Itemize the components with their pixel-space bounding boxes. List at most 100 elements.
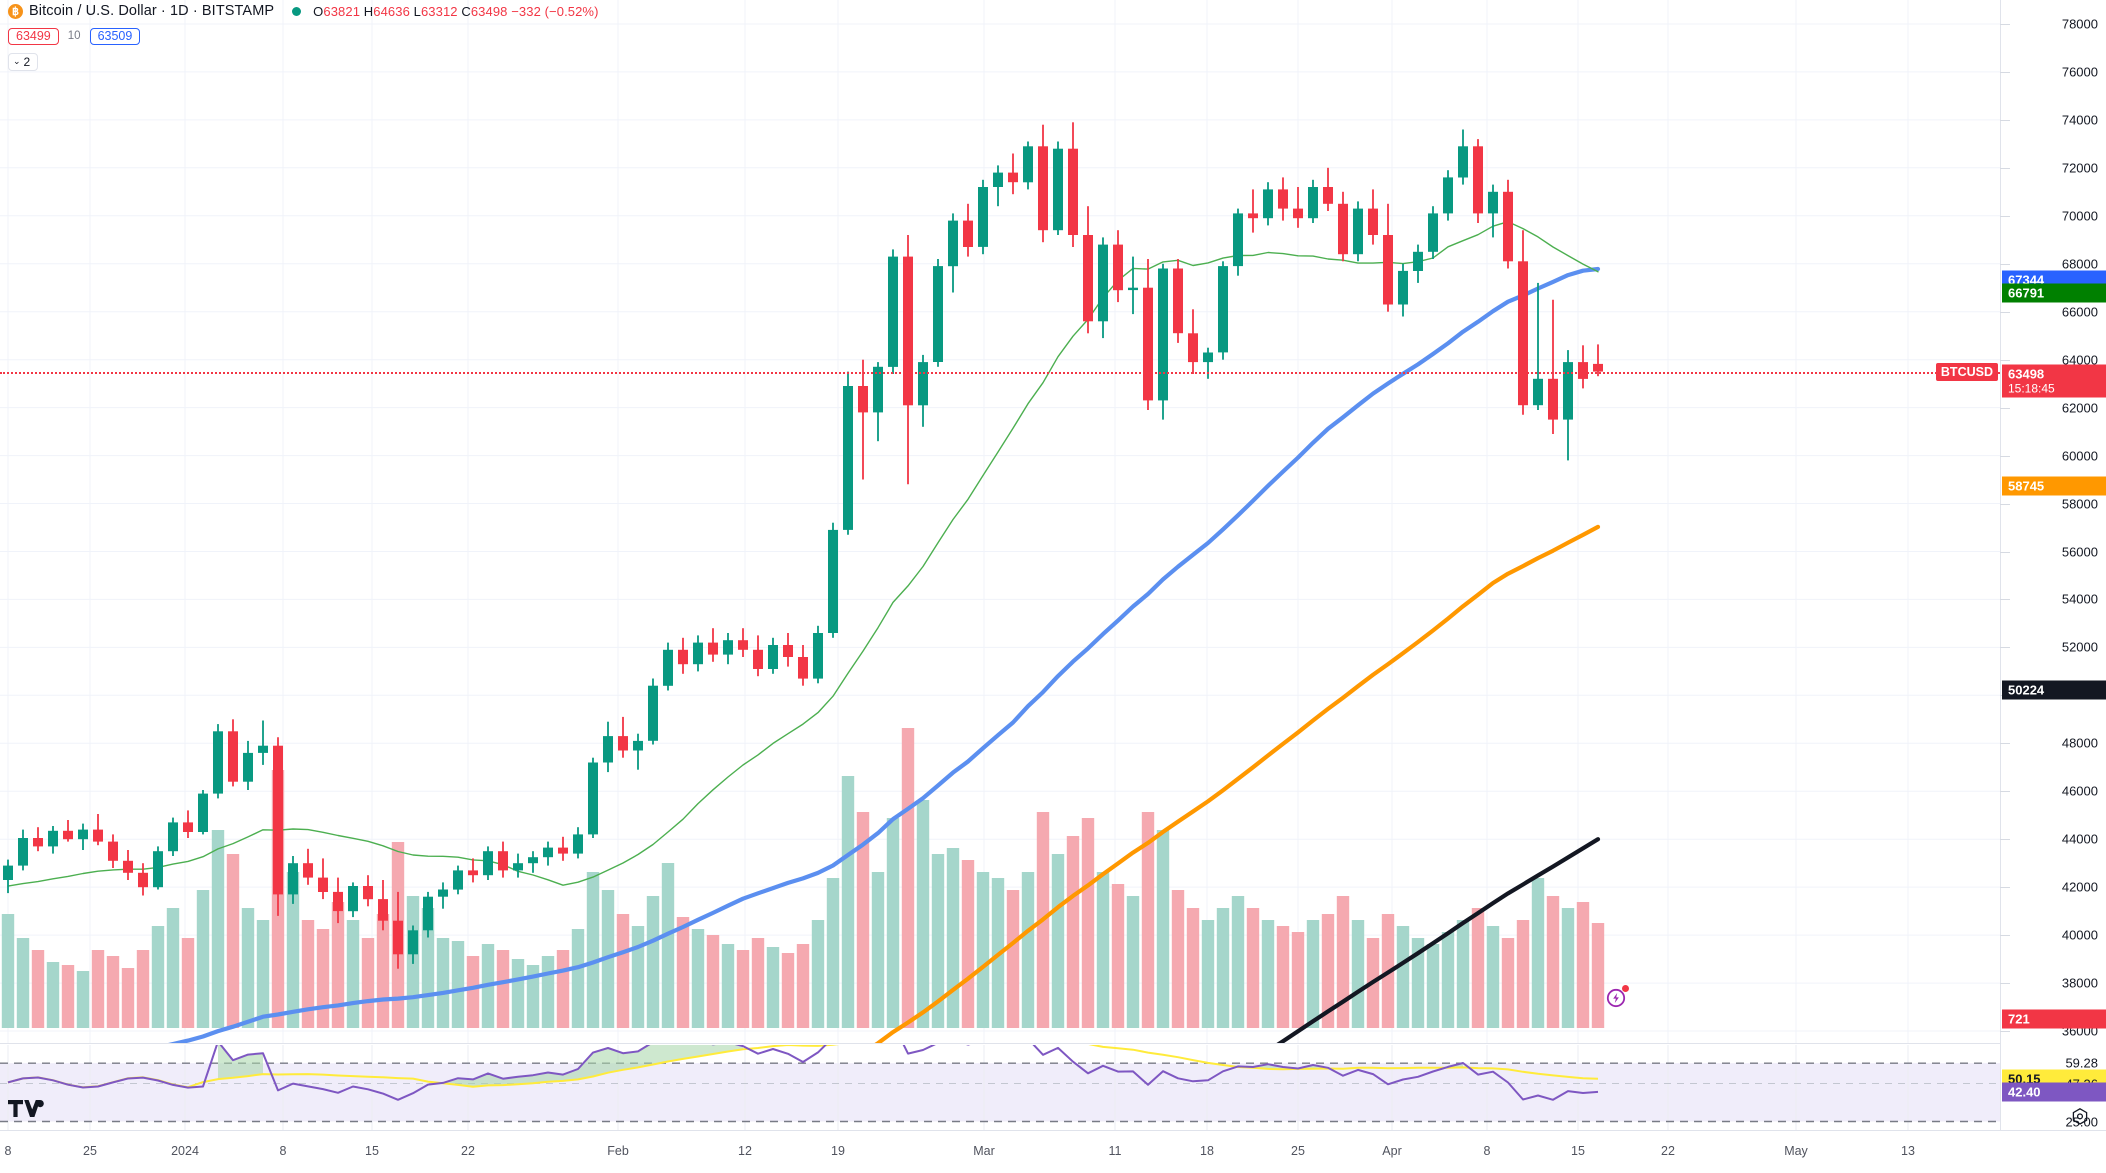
pane-divider[interactable] [0,1043,2000,1044]
time-tick-label: Apr [1382,1144,1402,1158]
lightning-bolt-icon[interactable] [1605,985,1629,1009]
indicator-upper-value[interactable]: 63509 [89,27,141,45]
ma-black-badge[interactable]: 50224 [2002,680,2106,700]
ohlc-values: O63821 H64636 L63312 C63498 −332 (−0.52%… [313,4,598,19]
price-tick-mark [2000,119,2010,121]
rsi-canvas[interactable] [0,1045,2000,1130]
rsi-tick-label: 59.28 [2065,1055,2098,1071]
ohlc-high-key: H [363,3,374,19]
price-tick-label: 72000 [2061,160,2098,176]
price-tick-mark [2000,167,2010,169]
time-tick-label: 22 [1661,1144,1675,1158]
price-tick-label: 62000 [2061,400,2098,416]
price-tick-label: 66000 [2061,304,2098,320]
price-tick-label: 78000 [2061,16,2098,32]
time-axis-divider [0,1130,2106,1131]
ohlc-high-value: 64636 [373,3,410,19]
gear-hex-icon[interactable] [2072,1108,2088,1125]
time-tick-label: 12 [738,1144,752,1158]
time-tick-label: 8 [1483,1144,1491,1158]
green-dot-icon [292,6,302,16]
price-tick-mark [2000,311,2010,313]
price-tick-mark [2000,455,2010,457]
price-tick-mark [2000,647,2010,649]
indicator-lower-value[interactable]: 63499 [8,27,59,45]
time-tick-label: 15 [1571,1144,1585,1158]
price-tick-mark [2000,839,2010,841]
price-tick-mark [2000,887,2010,889]
legend-title-row: ฿ Bitcoin / U.S. Dollar · 1D · BITSTAMP … [8,0,599,22]
price-tick-label: 76000 [2061,64,2098,80]
price-tick-mark [2000,215,2010,217]
symbol-title[interactable]: Bitcoin / U.S. Dollar · 1D · BITSTAMP [29,3,275,19]
time-tick-label: 2024 [171,1144,199,1158]
price-tick-label: 46000 [2061,783,2098,799]
price-tick-label: 42000 [2061,879,2098,895]
price-tick-label: 54000 [2061,591,2098,607]
price-tick-mark [2000,71,2010,73]
price-tick-mark [2000,24,2010,25]
collapsed-indicators-row: ⌄ 2 [8,51,599,71]
time-tick-label: 15 [365,1144,379,1158]
price-tick-label: 44000 [2061,831,2098,847]
chevron-down-icon: ⌄ [13,56,21,66]
time-tick-label: Mar [973,1144,995,1158]
time-tick-label: 18 [1200,1144,1214,1158]
price-tick-label: 60000 [2061,448,2098,464]
more-indicators-count: 2 [23,54,31,69]
price-axis-divider [2000,0,2001,1130]
price-tick-label: 38000 [2061,975,2098,991]
more-indicators-chip[interactable]: ⌄ 2 [8,52,39,71]
last-price-line [0,371,2000,374]
price-tick-mark [2000,551,2010,553]
price-tick-label: 48000 [2061,735,2098,751]
ohlc-open-value: 63821 [323,3,361,19]
ma-green-badge[interactable]: 66791 [2002,283,2106,303]
price-scale[interactable]: 78000 76000 74000 72000 70000 68000 66000 64000… [2000,0,2106,1173]
price-chart-pane[interactable]: BTCUSD [0,0,2000,1043]
price-tick-mark [2000,407,2010,409]
price-tick-label: 74000 [2061,112,2098,128]
time-tick-label: 19 [831,1144,845,1158]
time-tick-label: May [1784,1144,1808,1158]
ohlc-low-value: 63312 [420,3,458,19]
time-tick-label: 25 [1291,1144,1305,1158]
volume-badge[interactable]: 721 [2002,1009,2106,1029]
price-tick-label: 70000 [2061,208,2098,224]
ohlc-close-key: C [461,3,471,19]
time-tick-label: 8 [4,1144,12,1158]
ohlc-close-value: 63498 [470,3,508,19]
price-tick-mark [2000,743,2010,745]
ma-orange-badge[interactable]: 58745 [2002,476,2106,496]
time-tick-label: 25 [83,1144,97,1158]
tradingview-logo[interactable] [8,1098,44,1120]
price-tick-label: 56000 [2061,544,2098,559]
indicator-values-row: 63499 10 63509 [8,26,599,46]
price-tick-label: 64000 [2061,352,2098,368]
last-price-badge[interactable]: 63498 15:18:45 [2002,364,2106,398]
price-chart-canvas[interactable] [0,0,2000,1043]
rsi-value-badge[interactable]: 42.40 [2002,1082,2106,1102]
ohlc-change: −332 (−0.52%) [511,3,599,19]
symbol-price-tag[interactable]: BTCUSD [1935,362,1998,381]
indicator-period: 10 [67,30,81,42]
price-tick-mark [2000,983,2010,985]
bitcoin-icon: ฿ [8,3,23,19]
price-tick-label: 68000 [2061,256,2098,272]
time-tick-label: 22 [461,1144,475,1158]
price-tick-label: 58000 [2061,496,2098,511]
price-tick-mark [2000,503,2010,505]
price-tick-mark [2000,1031,2010,1032]
time-tick-label: Feb [607,1144,629,1158]
ohlc-open-key: O [313,3,324,19]
price-tick-mark [2000,935,2010,937]
price-tick-label: 40000 [2061,927,2098,943]
rsi-indicator-pane[interactable] [0,1045,2000,1130]
chart-legend: ฿ Bitcoin / U.S. Dollar · 1D · BITSTAMP … [8,0,599,71]
time-scale[interactable]: 8 25 2024 8 15 22 Feb 12 19 Mar 11 18 25 Apr 8 15 22 May 1… [0,1130,2106,1173]
price-tick-mark [2000,359,2010,361]
price-tick-mark [2000,791,2010,793]
time-tick-label: 13 [1901,1144,1915,1158]
time-tick-label: 8 [279,1144,287,1158]
price-tick-mark [2000,599,2010,601]
